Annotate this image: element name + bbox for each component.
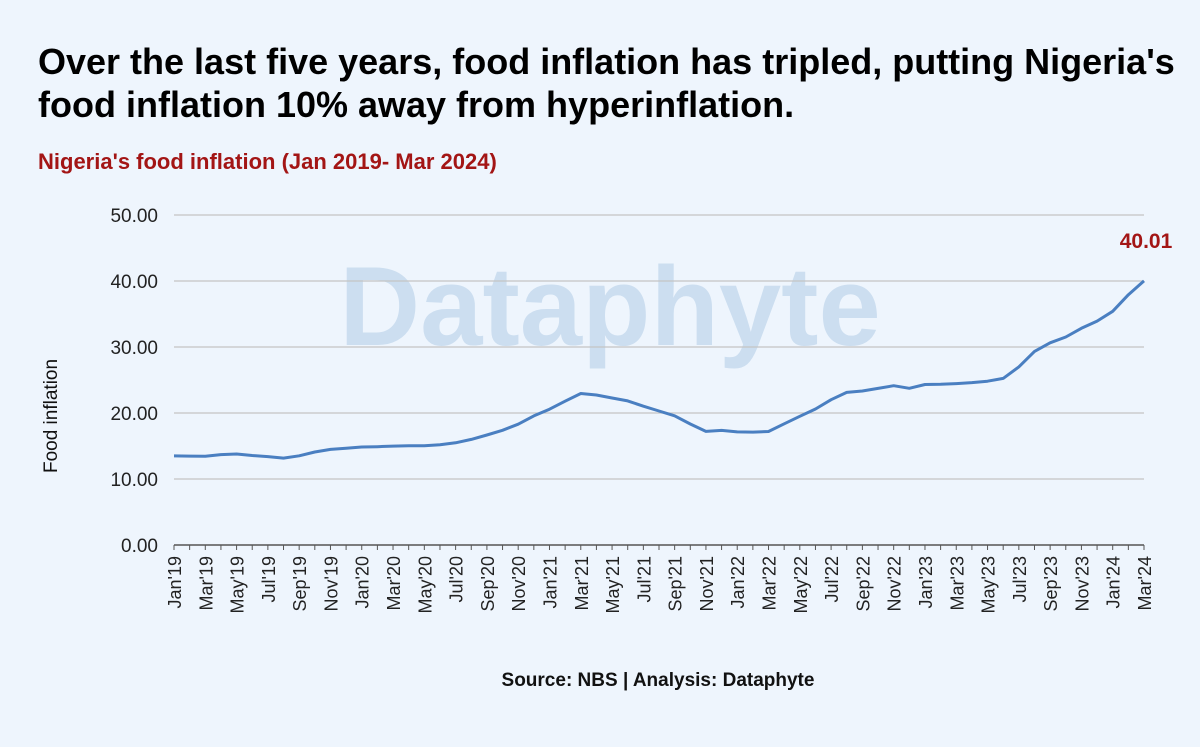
x-tick-label: Jan'24	[1104, 556, 1124, 608]
x-tick-label: Nov'23	[1072, 556, 1092, 611]
x-tick-label: Jan'23	[916, 556, 936, 608]
x-tick-label: May'22	[791, 556, 811, 613]
x-tick-label: Mar'22	[760, 556, 780, 610]
y-tick-label: 50.00	[110, 206, 158, 227]
y-tick-label: 0.00	[121, 536, 158, 557]
food-inflation-line	[173, 279, 1145, 460]
gridlines	[174, 214, 1144, 546]
y-axis-label: Food inflation	[41, 359, 62, 473]
x-tick-label: Nov'20	[509, 556, 529, 611]
x-tick-label: Jul'19	[259, 556, 279, 602]
x-tick-label: May'20	[415, 556, 435, 613]
x-tick-label: Jul'20	[447, 556, 467, 602]
headline: Over the last five years, food inflation…	[38, 41, 1175, 125]
chart-title: Nigeria's food inflation (Jan 2019- Mar …	[38, 149, 497, 174]
x-tick-label: Sep'19	[290, 556, 310, 612]
y-axis-ticks: 0.00 10.00 20.00 30.00 40.00 50.00	[110, 206, 158, 557]
x-tick-label: Jan'22	[728, 556, 748, 608]
x-tick-label: Mar'20	[384, 556, 404, 610]
x-tick-label: Sep'21	[666, 556, 686, 612]
x-tick-label: Mar'21	[572, 556, 592, 610]
x-tick-label: Sep'22	[853, 556, 873, 612]
x-tick-label: May'23	[979, 556, 999, 613]
watermark: Dataphyte	[339, 244, 880, 369]
x-tick-label: Nov'21	[697, 556, 717, 611]
x-tick-label: May'21	[603, 556, 623, 613]
y-tick-label: 30.00	[110, 338, 158, 359]
x-tick-label: Mar'23	[947, 556, 967, 610]
y-tick-label: 20.00	[110, 404, 158, 425]
data-label-last: 40.01	[1120, 230, 1173, 253]
x-tick-label: Jul'23	[1010, 556, 1030, 602]
x-tick-label: Nov'22	[885, 556, 905, 611]
y-tick-label: 10.00	[110, 470, 158, 491]
x-tick-label: Mar'24	[1135, 556, 1155, 610]
x-tick-label: Sep'23	[1041, 556, 1061, 612]
x-tick-label: May'19	[228, 556, 248, 613]
x-tick-label: Nov'19	[321, 556, 341, 611]
x-axis-ticks: Jan'19 Mar'19 May'19 Jul'19 Sep'19 Nov'19 Jan'…	[165, 545, 1155, 613]
x-tick-label: Jan'19	[165, 556, 185, 608]
source-note: Source: NBS | Analysis: Dataphyte	[501, 670, 815, 691]
x-tick-label: Sep'20	[478, 556, 498, 612]
x-tick-label: Jul'21	[634, 556, 654, 602]
x-tick-label: Jan'21	[540, 556, 560, 608]
y-tick-label: 40.00	[110, 272, 158, 293]
x-tick-label: Mar'19	[196, 556, 216, 610]
annotations: 40.01	[1120, 230, 1173, 253]
x-tick-label: Jul'22	[822, 556, 842, 602]
x-tick-label: Jan'20	[353, 556, 373, 608]
